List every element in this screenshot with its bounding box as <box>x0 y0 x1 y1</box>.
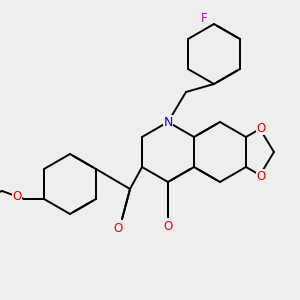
Text: N: N <box>163 116 173 128</box>
Text: O: O <box>256 122 266 134</box>
Text: O: O <box>113 223 123 236</box>
Text: O: O <box>256 169 266 182</box>
Text: F: F <box>201 11 207 25</box>
Text: O: O <box>12 190 22 202</box>
Text: O: O <box>164 220 172 233</box>
